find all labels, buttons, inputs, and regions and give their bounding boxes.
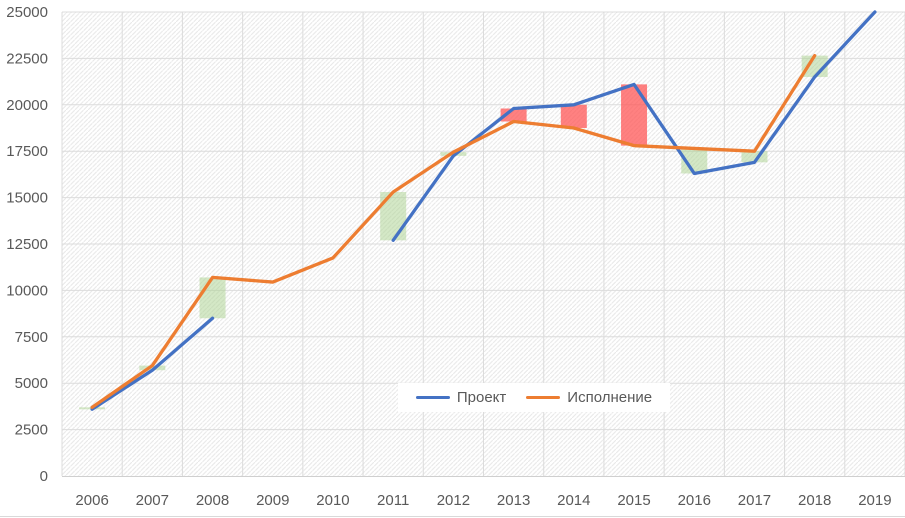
svg-text:12500: 12500 [6,236,48,253]
x-axis-labels: 2006 2007 2008 2009 2010 2011 2012 2013 2014 2015… [75,492,891,509]
svg-text:20000: 20000 [6,97,48,114]
svg-text:2014: 2014 [557,492,590,509]
series-ispolnenie[interactable] [90,53,817,409]
up-bar [199,277,226,319]
svg-text:2500: 2500 [15,422,48,439]
svg-text:10000: 10000 [6,282,48,299]
svg-text:15000: 15000 [6,190,48,207]
legend-item-proekt[interactable]: Проект [415,389,507,406]
svg-text:2017: 2017 [738,492,771,509]
svg-text:17500: 17500 [6,143,48,160]
svg-text:7500: 7500 [15,329,48,346]
svg-text:2006: 2006 [75,492,108,509]
up-bar [741,151,768,163]
svg-text:2018: 2018 [798,492,831,509]
legend-item-ispolnenie[interactable]: Исполнение [526,389,652,406]
svg-text:2019: 2019 [858,492,891,509]
series-proekt[interactable] [90,10,877,411]
chart-legend[interactable]: Проект Исполнение [398,383,670,412]
svg-text:2015: 2015 [617,492,650,509]
svg-text:25000: 25000 [6,4,48,21]
down-bar [560,104,587,128]
svg-text:22500: 22500 [6,50,48,67]
up-bar [380,192,407,241]
up-bar [139,365,166,371]
svg-text:0: 0 [40,468,48,485]
svg-text:2008: 2008 [196,492,229,509]
down-bar [621,84,648,146]
svg-text:2012: 2012 [437,492,470,509]
y-axis-labels: 0 2500 5000 7500 10000 12500 15000 17500 20000 22… [6,4,48,485]
svg-text:2010: 2010 [316,492,349,509]
svg-text:5000: 5000 [15,375,48,392]
legend-line-swatch [415,395,450,400]
legend-label: Проект [456,389,507,406]
svg-text:2007: 2007 [136,492,169,509]
svg-text:2013: 2013 [497,492,530,509]
legend-label: Исполнение [567,389,653,406]
svg-text:2016: 2016 [678,492,711,509]
svg-text:2009: 2009 [256,492,289,509]
svg-text:2011: 2011 [377,492,409,509]
legend-line-swatch [526,395,561,400]
